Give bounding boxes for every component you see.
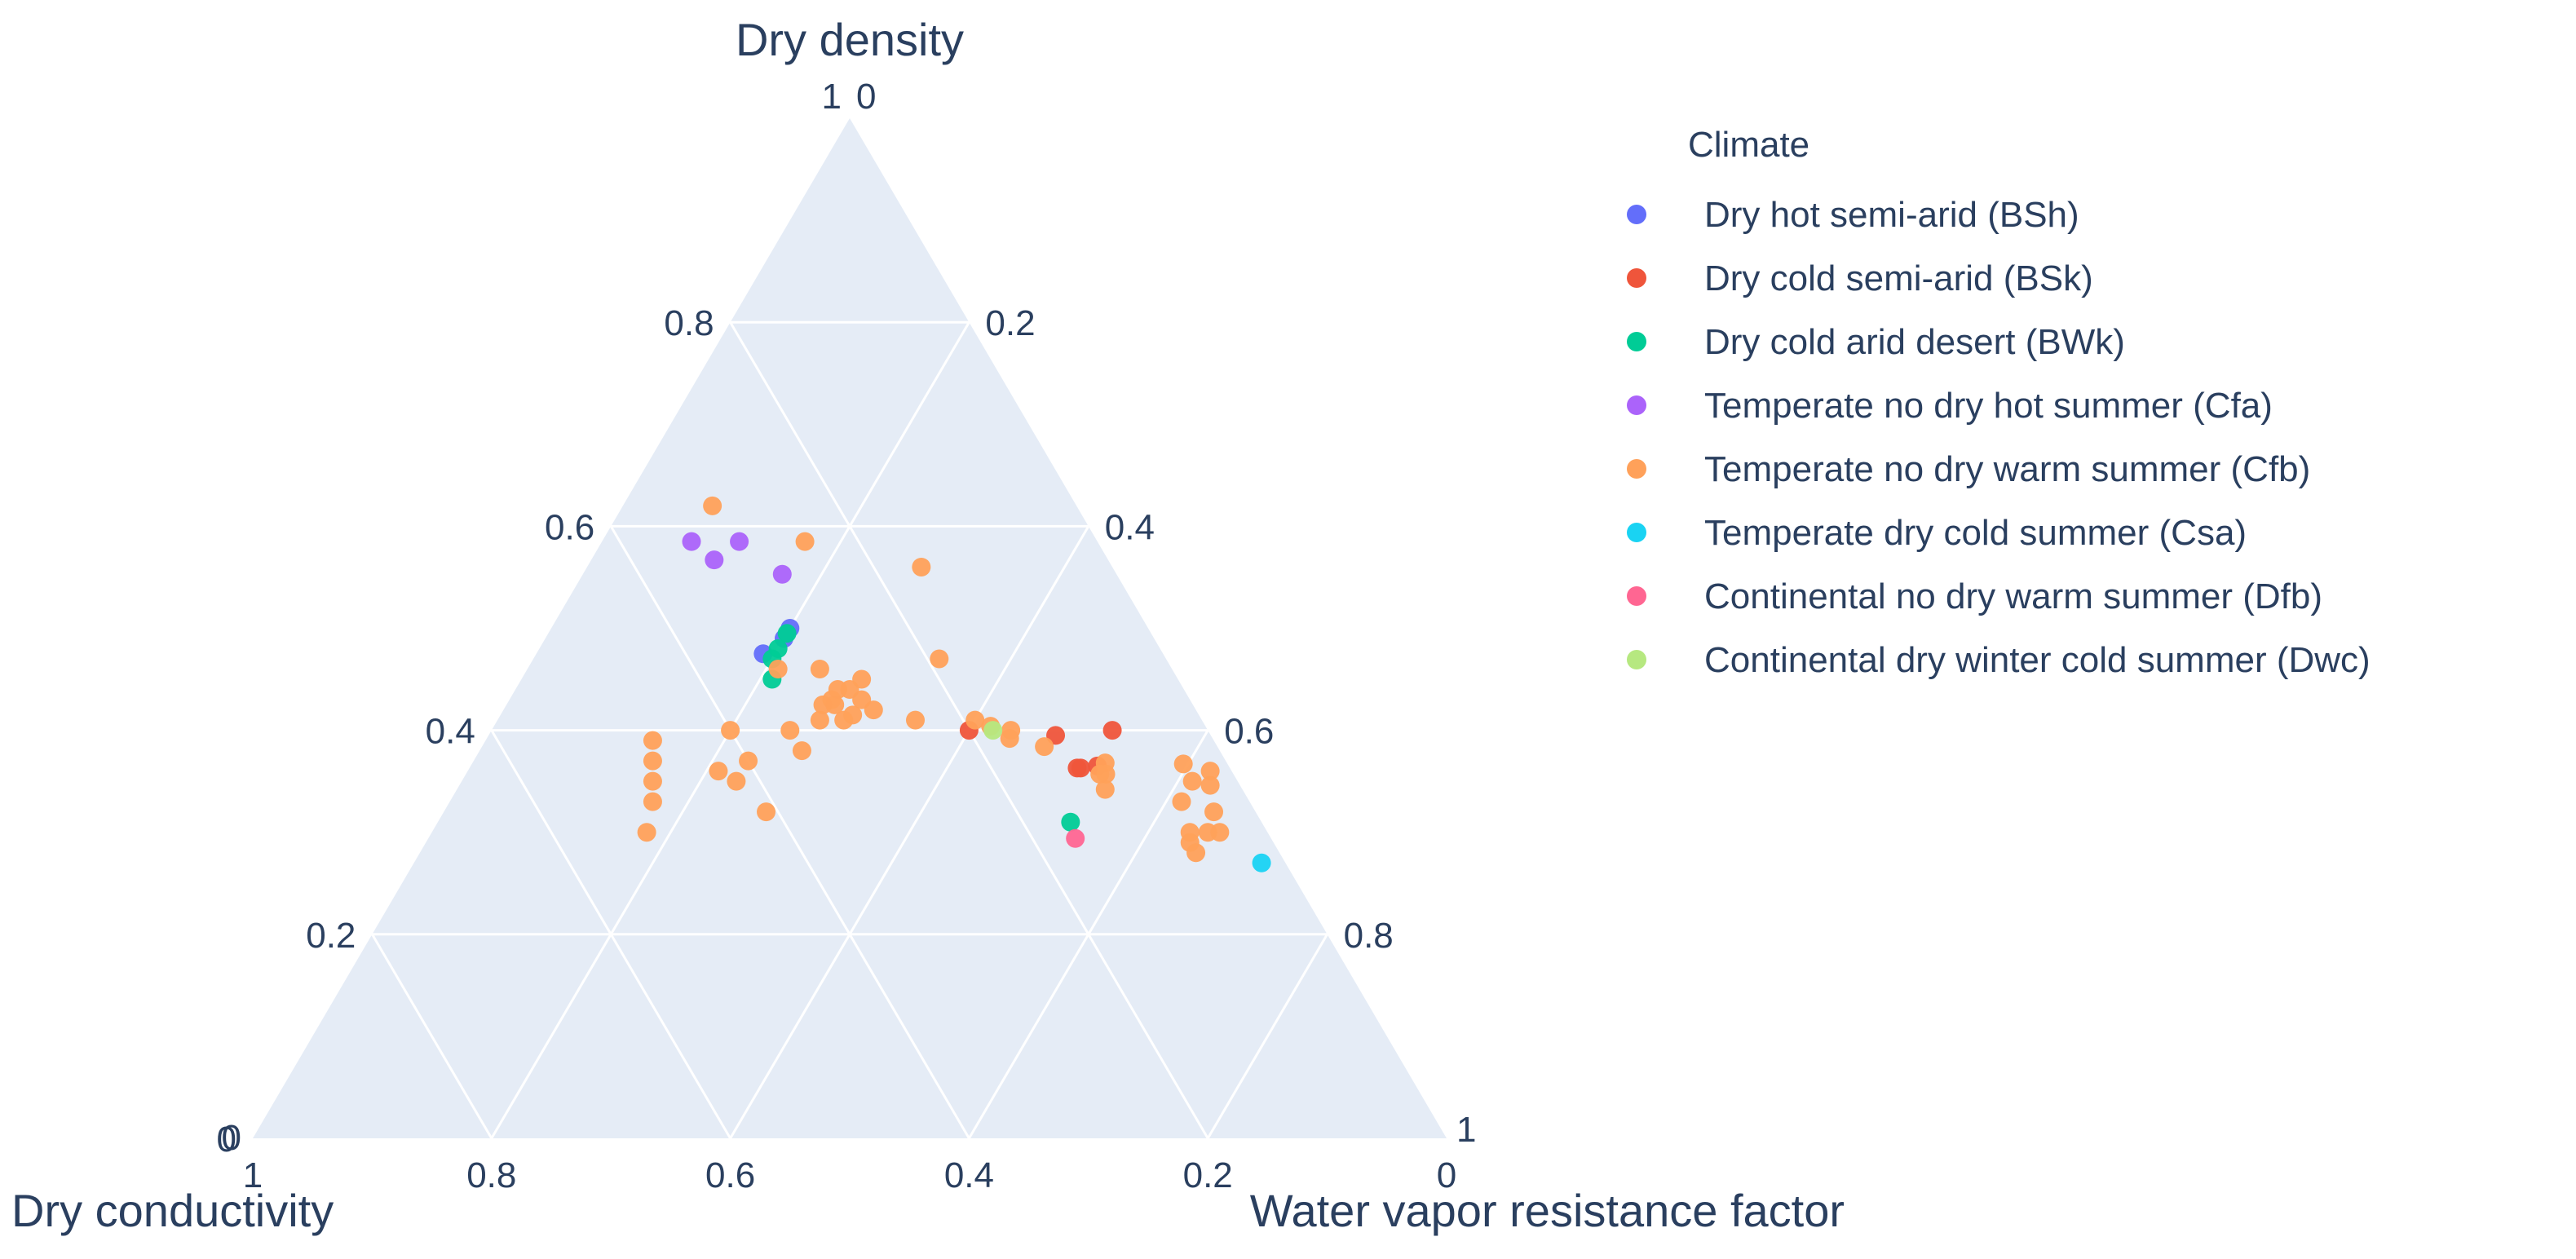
data-point-5	[930, 649, 949, 669]
tick-label-a: 0.6	[545, 507, 594, 547]
data-points	[637, 496, 1271, 872]
data-point-5	[739, 751, 758, 771]
axis-title-a: Dry density	[736, 14, 964, 65]
tick-label-b: 0.2	[1183, 1155, 1233, 1195]
legend-marker	[1627, 586, 1646, 606]
gridline	[609, 525, 970, 1139]
legend-marker	[1627, 650, 1646, 669]
data-point-5	[906, 710, 926, 730]
legend-marker	[1627, 395, 1646, 415]
data-point-5	[768, 660, 788, 679]
data-point-5	[1090, 764, 1110, 784]
legend-label: Temperate dry cold summer (Csa)	[1704, 513, 2247, 553]
data-point-2	[1067, 758, 1087, 778]
data-point-5	[643, 792, 662, 811]
tick-label-a: 1	[822, 77, 842, 117]
data-point-5	[1200, 762, 1220, 781]
legend-marker	[1627, 205, 1646, 224]
data-point-5	[1186, 843, 1206, 863]
tick-label-c: 0.8	[1344, 916, 1394, 956]
data-point-5	[965, 710, 985, 730]
data-point-5	[1173, 754, 1193, 774]
tick-label-a: 0.4	[426, 712, 475, 752]
legend: Climate Dry hot semi-arid (BSh) Dry cold …	[1627, 125, 2371, 680]
data-point-5	[1204, 802, 1224, 822]
data-point-4	[682, 532, 701, 551]
gridline	[968, 729, 1209, 1139]
tick-label-b: 1	[243, 1155, 263, 1195]
data-point-7	[1066, 828, 1085, 848]
data-point-5	[834, 710, 854, 730]
tick-label-a: 0.8	[664, 303, 714, 343]
tick-label-a: 0	[217, 1120, 236, 1160]
legend-marker	[1627, 523, 1646, 542]
data-point-5	[813, 695, 833, 714]
data-point-5	[643, 771, 662, 791]
gridline	[729, 525, 1090, 1139]
legend-marker	[1627, 459, 1646, 479]
data-point-5	[709, 762, 728, 781]
legend-label: Dry hot semi-arid (BSh)	[1704, 195, 2079, 235]
data-point-5	[757, 802, 776, 822]
tick-labels: 00.20.40.60.81 00.20.40.60.8100.20.40.60.…	[217, 77, 1477, 1195]
tick-label-a: 0.2	[306, 916, 356, 956]
legend-label: Dry cold arid desert (BWk)	[1704, 322, 2125, 362]
gridline	[371, 934, 493, 1139]
gridline	[490, 729, 731, 1139]
data-point-3	[1061, 812, 1080, 832]
tick-label-b: 0.6	[705, 1155, 755, 1195]
data-point-5	[1200, 775, 1220, 795]
legend-label: Temperate no dry warm summer (Cfb)	[1704, 449, 2310, 489]
axis-title-b: Dry conductivity	[11, 1185, 334, 1236]
data-point-6	[1252, 853, 1271, 872]
data-point-5	[727, 771, 746, 791]
data-point-5	[703, 496, 722, 515]
legend-label: Temperate no dry hot summer (Cfa)	[1704, 386, 2273, 426]
tick-label-c: 0.6	[1224, 712, 1274, 752]
legend-marker	[1627, 332, 1646, 351]
data-point-4	[772, 564, 792, 584]
data-point-4	[730, 532, 749, 551]
tick-label-c: 1	[1456, 1110, 1476, 1150]
tick-label-b: 0.4	[944, 1155, 994, 1195]
data-point-5	[792, 741, 811, 761]
tick-label-c: 0.2	[985, 303, 1035, 343]
data-point-5	[810, 660, 829, 679]
data-point-5	[1210, 823, 1230, 842]
axis-title-c: Water vapor resistance factor	[1250, 1185, 1845, 1236]
data-point-5	[643, 731, 662, 750]
data-point-5	[1035, 737, 1054, 757]
data-point-5	[852, 669, 872, 689]
data-point-5	[1182, 771, 1202, 791]
tick-label-c: 0	[856, 77, 876, 117]
legend-marker	[1627, 268, 1646, 288]
legend-label: Continental dry winter cold summer (Dwc)	[1704, 640, 2371, 680]
data-point-5	[1001, 721, 1021, 740]
data-point-5	[810, 710, 829, 730]
data-point-8	[983, 721, 1003, 740]
ternary-background	[253, 118, 1447, 1138]
data-point-3	[777, 624, 797, 643]
legend-label: Dry cold semi-arid (BSk)	[1704, 258, 2093, 298]
data-point-5	[780, 721, 800, 740]
tick-label-c: 0.4	[1105, 507, 1155, 547]
data-point-2	[1102, 721, 1122, 740]
data-point-5	[637, 823, 656, 842]
data-point-5	[1172, 792, 1191, 811]
data-point-5	[795, 532, 815, 551]
tick-label-b: 0	[1437, 1155, 1456, 1195]
data-point-5	[864, 700, 883, 720]
data-point-5	[1095, 780, 1115, 799]
data-point-5	[721, 721, 740, 740]
legend-title: Climate	[1688, 125, 1809, 165]
tick-label-a: 0	[222, 1118, 241, 1158]
legend-label: Continental no dry warm summer (Dfb)	[1704, 576, 2322, 616]
data-point-5	[912, 557, 931, 576]
gridline	[1206, 934, 1328, 1139]
data-point-4	[705, 550, 724, 570]
tick-label-b: 0.8	[466, 1155, 516, 1195]
data-point-5	[643, 751, 662, 771]
